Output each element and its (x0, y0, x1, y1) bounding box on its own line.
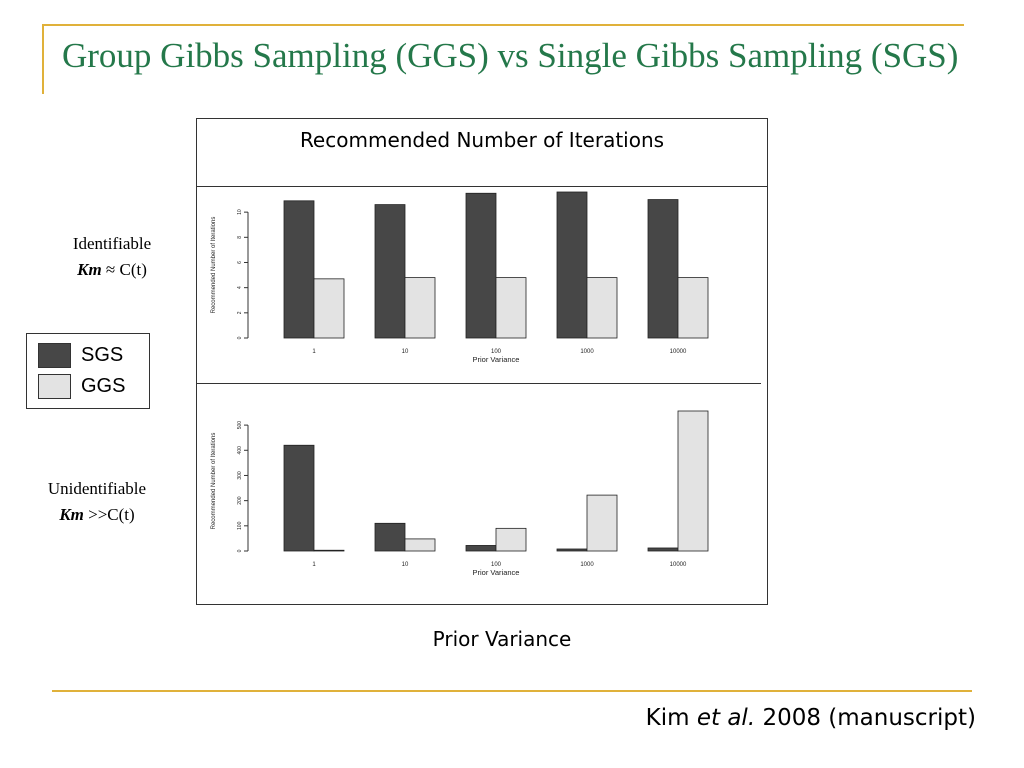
bar-ggs (404, 538, 436, 552)
identifiable-bar-chart: 0 2 4 6 8 10 Recommended Number of Iterations 1… (211, 191, 709, 364)
x-tick-label: 10 (402, 349, 409, 355)
legend-swatch (38, 373, 71, 399)
y-tick-label: 6 (237, 261, 243, 264)
bar-ggs (495, 277, 527, 339)
bar-ggs (313, 549, 345, 552)
y-tick-label: 0 (237, 336, 243, 339)
x-axis-title: Prior Variance (473, 355, 520, 364)
row-label-title: Unidentifiable (47, 479, 147, 498)
legend-swatch (38, 342, 71, 368)
y-tick-label: 4 (237, 286, 243, 289)
legend: SGS GGS (26, 333, 150, 409)
y-tick-label: 500 (237, 421, 243, 430)
bar-ggs (677, 277, 709, 339)
panel-divider (196, 383, 761, 384)
bar-sgs (556, 548, 588, 552)
x-tick-label: 10000 (670, 562, 687, 568)
x-tick-label: 1 (312, 562, 316, 568)
footer-accent-rule (52, 690, 972, 692)
bar-ggs (313, 278, 345, 339)
y-tick-label: 200 (237, 496, 243, 505)
x-tick-label: 10 (402, 562, 409, 568)
unidentifiable-bar-chart: 0 100 200 300 400 500 Recommended Number of It… (211, 410, 709, 577)
x-tick-label: 1000 (580, 349, 594, 355)
y-tick-label: 100 (237, 521, 243, 530)
bar-sgs (647, 547, 679, 552)
y-tick-label: 10 (237, 209, 243, 215)
bar-ggs (495, 527, 527, 552)
y-tick-label: 8 (237, 236, 243, 239)
citation: Kim et al. 2008 (manuscript) (645, 705, 976, 731)
x-tick-label: 1000 (580, 562, 594, 568)
row-label-relation: Km >>C(t) (59, 505, 135, 524)
legend-item-sgs: SGS (38, 341, 123, 369)
bar-sgs (374, 204, 406, 339)
x-axis-title: Prior Variance (473, 568, 520, 577)
bar-sgs (647, 199, 679, 339)
y-tick-label: 400 (237, 446, 243, 455)
y-axis-title: Recommended Number of Iterations (211, 433, 217, 530)
bar-sgs (283, 200, 315, 339)
title-accent-rule (42, 24, 964, 26)
y-tick-label: 0 (237, 549, 243, 552)
bar-ggs (586, 494, 618, 552)
bar-ggs (677, 410, 709, 552)
x-tick-label: 1 (312, 349, 316, 355)
legend-label: SGS (81, 343, 124, 366)
row-label-relation: Km ≈ C(t) (77, 260, 147, 279)
header-divider (196, 186, 768, 187)
bar-sgs (465, 192, 497, 339)
chart-header: Recommended Number of Iterations (299, 128, 665, 152)
y-tick-label: 300 (237, 471, 243, 480)
chart-frame (196, 118, 768, 605)
unidentifiable-row-label: Unidentifiable Km >>C(t) (13, 476, 181, 528)
y-axis-title: Recommended Number of Iterations (211, 217, 217, 314)
legend-label: GGS (81, 374, 126, 397)
bar-sgs (556, 191, 588, 339)
x-axis-caption: Prior Variance (432, 627, 572, 651)
title-accent-bar (42, 24, 44, 94)
y-tick-label: 2 (237, 311, 243, 314)
bar-sgs (374, 522, 406, 552)
bar-ggs (586, 277, 618, 339)
bar-sgs (465, 545, 497, 552)
x-tick-label: 100 (491, 562, 502, 568)
row-label-title: Identifiable (72, 234, 152, 253)
x-tick-label: 10000 (670, 349, 687, 355)
legend-item-ggs: GGS (38, 372, 125, 400)
slide-title: Group Gibbs Sampling (GGS) vs Single Gib… (62, 36, 959, 75)
bar-sgs (283, 444, 315, 552)
identifiable-row-label: Identifiable Km ≈ C(t) (28, 231, 196, 283)
x-tick-label: 100 (491, 349, 502, 355)
bar-ggs (404, 277, 436, 339)
